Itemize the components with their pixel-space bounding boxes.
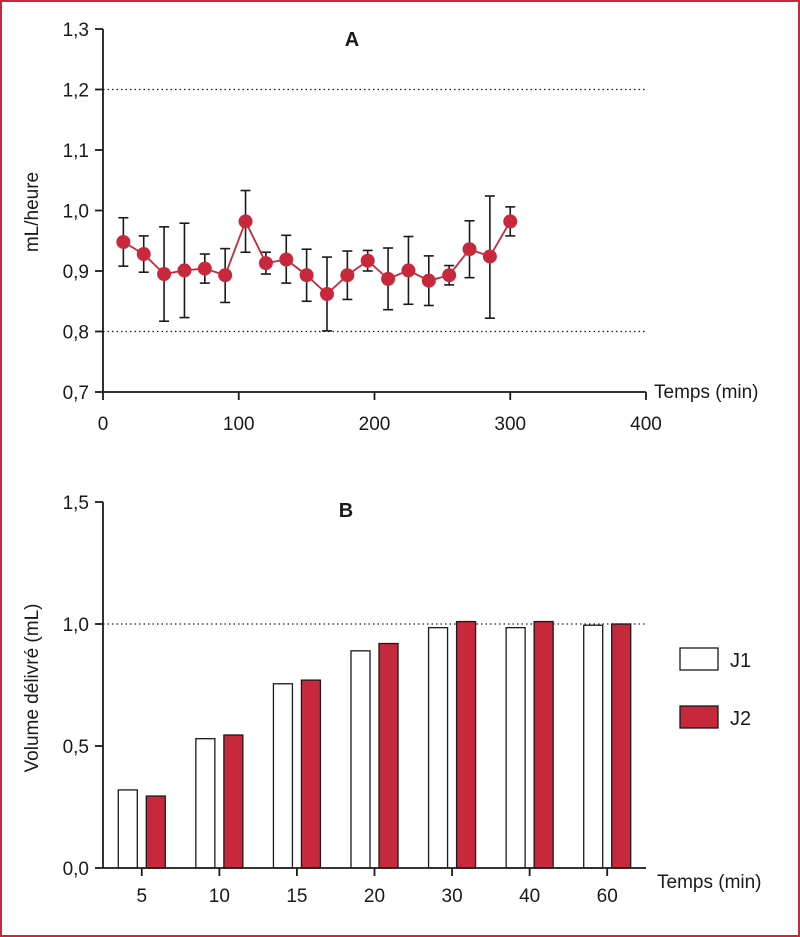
x-tick-label: 300 [494,414,526,435]
data-point [177,263,192,278]
bar-j2 [223,734,244,869]
legend-label: J2 [730,708,751,730]
panel-label-a: A [345,29,359,51]
y-tick-label: 1,5 [63,493,89,514]
x-tick-label: 15 [286,886,307,907]
x-axis-title-a: Temps (min) [654,382,759,403]
x-tick-label: 200 [359,414,391,435]
x-tick-label: 400 [630,414,662,435]
bar-j1 [117,789,138,869]
legend: J1 J2 [679,647,751,730]
data-points [116,214,518,301]
chart-a: 0,7 0,8 0,9 1,0 1,1 1,2 1,3 0 100 200 300 400 A mL… [22,20,759,435]
bar-j2 [378,642,399,869]
bar-j1 [583,624,604,869]
data-point [136,247,151,262]
data-point [503,214,518,229]
bars [117,620,632,869]
data-point [340,268,355,283]
bar-j1 [272,683,294,869]
data-point [279,252,294,267]
y-tick-label: 1,0 [63,615,89,636]
x-tick-label: 20 [364,886,385,907]
bar-j2 [300,679,322,869]
bar-j1 [427,627,449,869]
reference-lines [103,88,646,333]
data-point [197,261,212,276]
data-point [258,256,273,271]
y-tick-label: 1,0 [63,202,89,223]
bar-j2 [533,620,554,869]
bar-j1 [195,738,216,869]
bar-j2 [145,795,166,869]
x-tick-label: 5 [136,886,147,907]
x-tick-label: 100 [223,414,255,435]
data-point [299,268,314,283]
x-axis-title-b: Temps (min) [657,872,762,893]
x-tick-label: 60 [597,886,618,907]
data-point [421,273,436,288]
panel-label-b: B [339,500,353,522]
x-tick-label: 30 [442,886,463,907]
y-axis-title-a: mL/heure [22,172,43,252]
data-point [157,267,172,282]
x-tick-label: 0 [98,414,109,435]
data-point [381,271,396,286]
y-tick-label: 1,2 [63,81,89,102]
y-axis-title-b: Volume délivré (mL) [22,604,43,773]
y-tick-label: 0,7 [63,383,89,404]
y-tick-label: 0,9 [63,262,89,283]
y-tick-label: 1,1 [63,141,89,162]
data-point [319,286,334,301]
legend-swatch [679,705,719,729]
y-ticks: 0,0 0,5 1,0 1,5 [63,493,103,880]
y-tick-label: 0,8 [63,323,89,344]
x-tick-label: 40 [519,886,540,907]
legend-swatch [679,647,719,671]
bar-j2 [611,623,632,869]
x-ticks: 5 10 15 20 30 40 60 [136,868,618,907]
data-point [116,234,131,249]
data-point [360,253,375,268]
y-ticks: 0,7 0,8 0,9 1,0 1,1 1,2 1,3 [63,20,103,404]
y-tick-label: 1,3 [63,20,89,41]
x-ticks: 0 100 200 300 400 [98,392,662,435]
data-point [238,214,253,229]
data-point [401,263,416,278]
data-point [462,242,477,257]
y-tick-label: 0,0 [63,859,89,880]
x-tick-label: 10 [209,886,230,907]
y-tick-label: 0,5 [63,737,89,758]
bar-j1 [350,650,371,869]
bar-j2 [455,620,477,869]
data-point [442,268,457,283]
data-point [218,268,233,283]
data-point [482,249,497,264]
legend-label: J1 [730,650,751,672]
bar-j1 [505,627,526,869]
